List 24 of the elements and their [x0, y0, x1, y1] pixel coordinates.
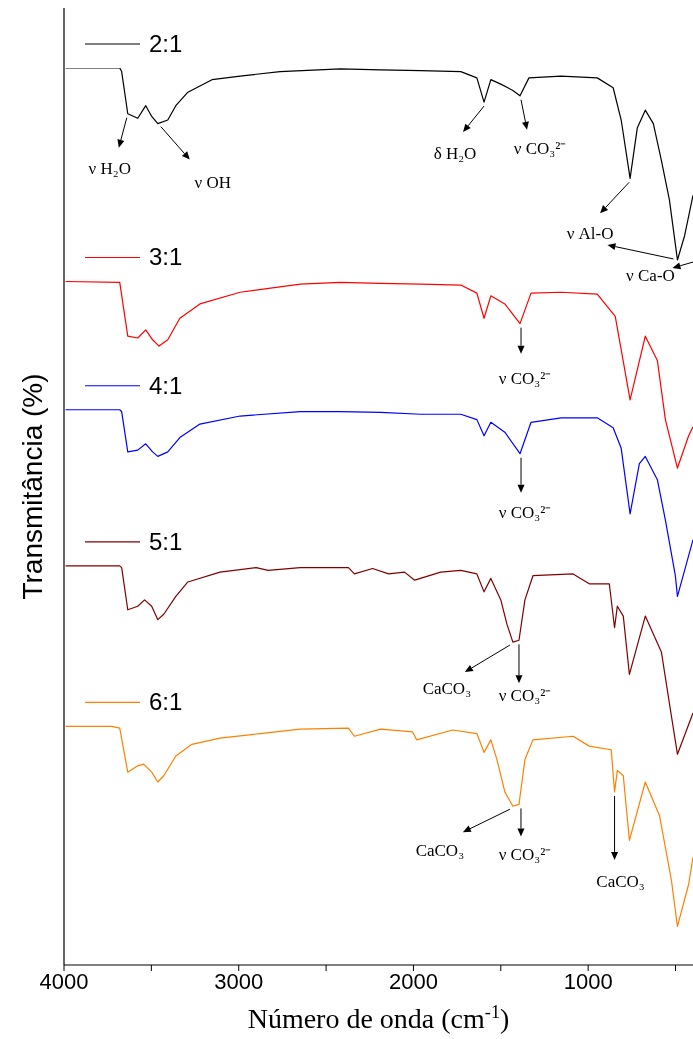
- y-axis-title: Transmitância (%): [17, 373, 48, 600]
- annotation: ν CO₃²⁻: [498, 686, 552, 706]
- legend-label: 3:1: [149, 243, 183, 271]
- annotation: ν CO₃²⁻: [498, 368, 552, 388]
- x-tick-label: 2000: [388, 968, 438, 994]
- annotation: CaCO₃: [422, 678, 472, 698]
- annotation: ν H₂O: [88, 158, 131, 178]
- annotation: ν CO₃²⁻: [498, 845, 552, 865]
- legend-label: 5:1: [149, 527, 183, 555]
- annotation: CaCO₃: [415, 841, 465, 861]
- x-tick-label: 1000: [563, 968, 613, 994]
- annotation: ν Al-O: [566, 224, 614, 244]
- legend-label: 6:1: [149, 688, 183, 716]
- x-tick-label: 4000: [39, 968, 89, 994]
- annotation: ν Ca-O: [626, 265, 675, 285]
- annotation: ν OH: [194, 172, 232, 192]
- legend-label: 2:1: [149, 30, 183, 57]
- annotation: CaCO₃: [596, 871, 645, 891]
- x-axis-title: Número de onda (cm$^{-1}$): [247, 1002, 510, 1034]
- annotation: δ H₂O: [433, 143, 477, 163]
- legend-label: 4:1: [149, 371, 183, 399]
- annotation: ν CO₃²⁻: [498, 502, 552, 522]
- x-tick-label: 3000: [214, 968, 264, 994]
- annotation: ν CO₃²⁻: [513, 138, 567, 158]
